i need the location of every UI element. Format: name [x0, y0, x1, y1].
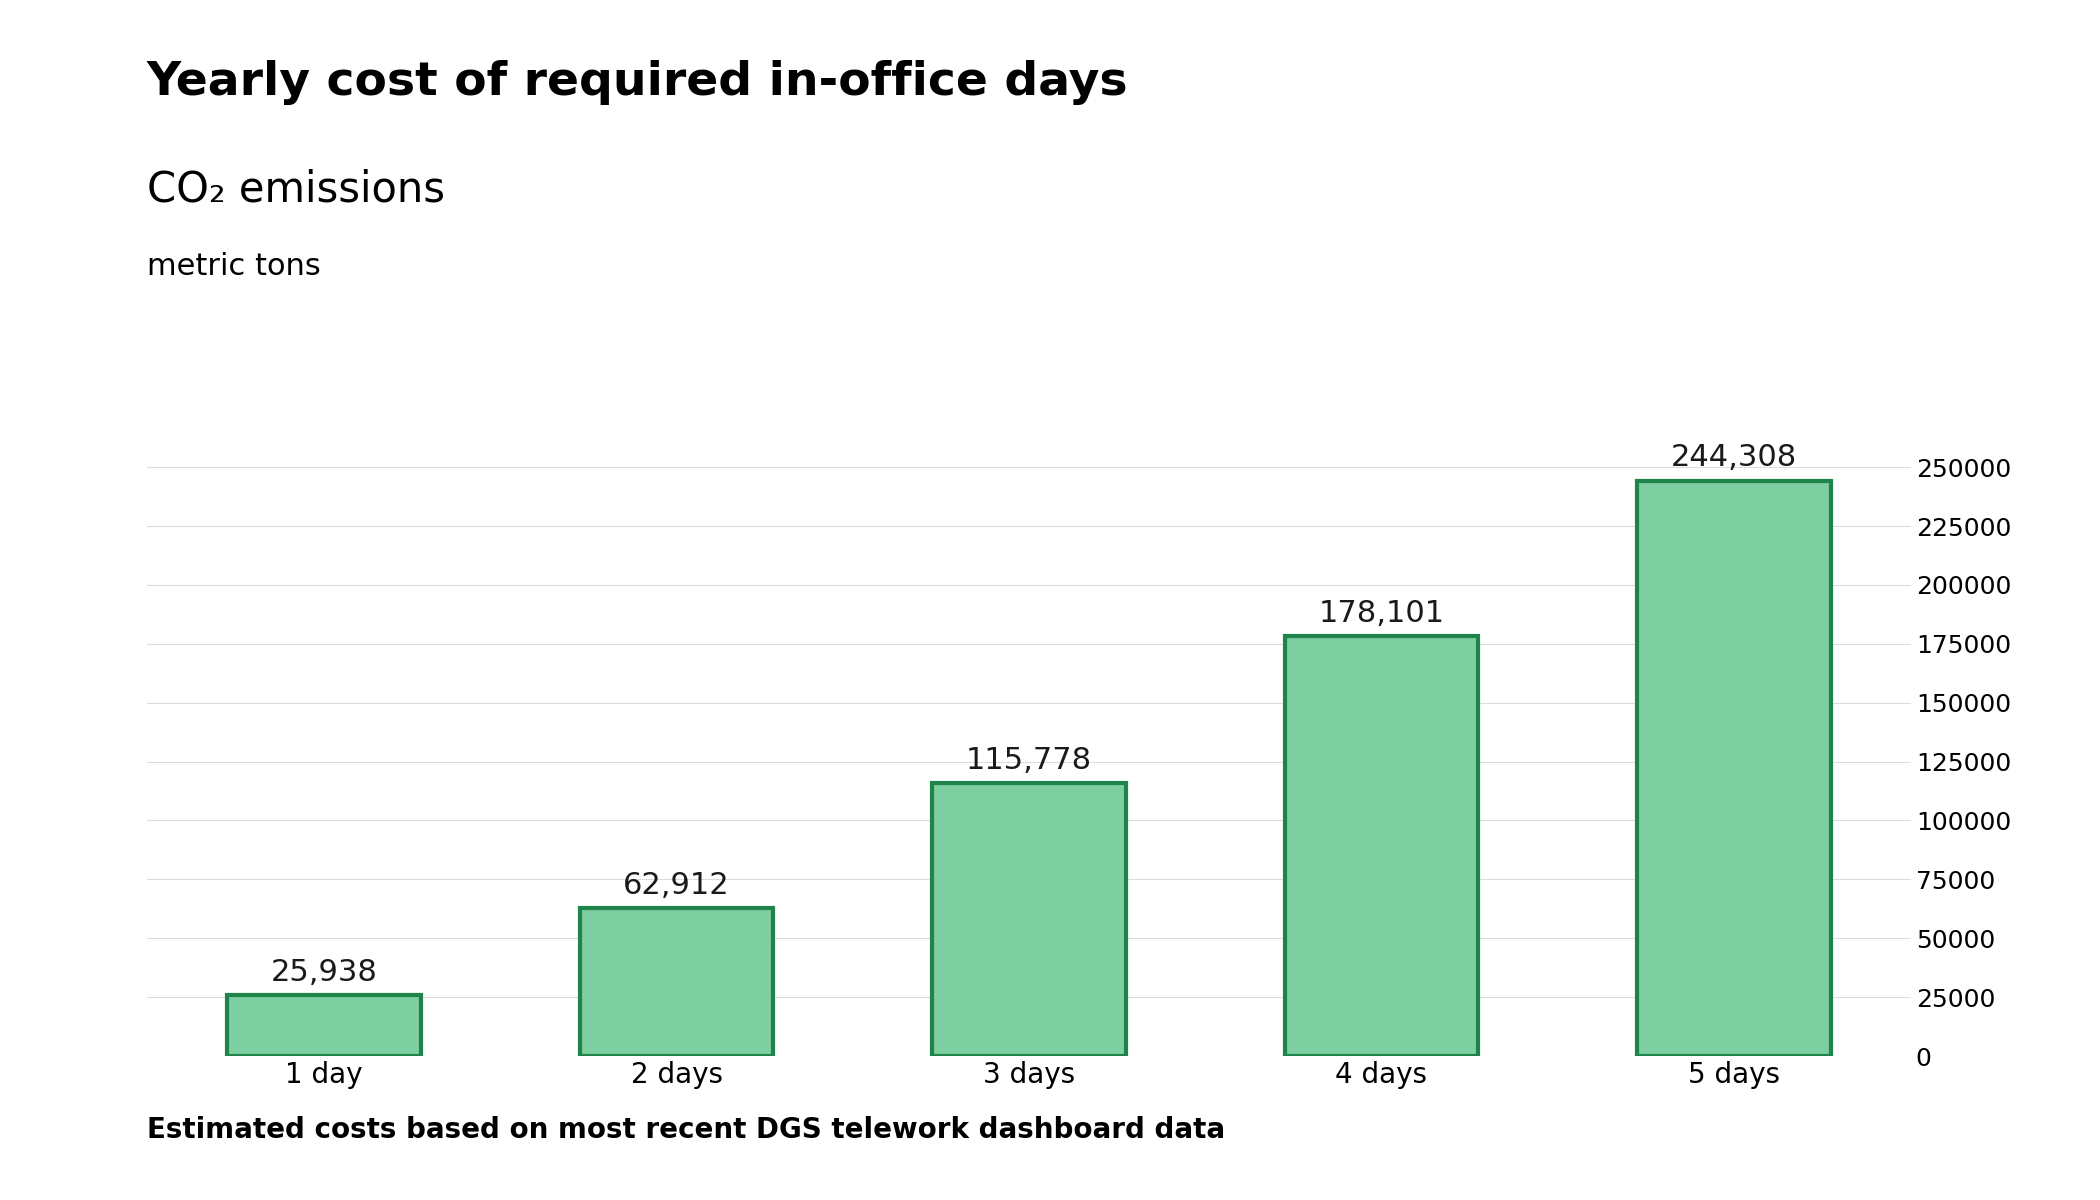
- Text: metric tons: metric tons: [147, 252, 321, 281]
- Text: Yearly cost of required in-office days: Yearly cost of required in-office days: [147, 60, 1128, 104]
- Text: Estimated costs based on most recent DGS telework dashboard data: Estimated costs based on most recent DGS…: [147, 1116, 1224, 1144]
- Text: 115,778: 115,778: [966, 746, 1092, 775]
- Text: CO₂ emissions: CO₂ emissions: [147, 168, 445, 210]
- Text: 244,308: 244,308: [1672, 443, 1798, 473]
- Bar: [1638, 480, 1831, 1056]
- Text: 25,938: 25,938: [271, 958, 378, 986]
- Text: 62,912: 62,912: [624, 870, 731, 900]
- Bar: [1285, 636, 1478, 1056]
- Bar: [227, 995, 420, 1056]
- Bar: [580, 908, 773, 1056]
- Bar: [932, 784, 1126, 1056]
- Text: 178,101: 178,101: [1319, 599, 1445, 629]
